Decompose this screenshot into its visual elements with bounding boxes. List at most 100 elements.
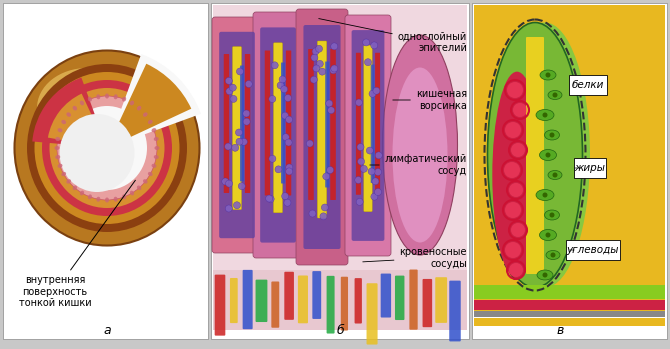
Circle shape xyxy=(281,193,289,200)
Circle shape xyxy=(375,188,381,195)
Circle shape xyxy=(226,180,232,187)
Wedge shape xyxy=(107,64,192,148)
Text: белки: белки xyxy=(572,80,604,90)
Ellipse shape xyxy=(58,128,62,132)
Ellipse shape xyxy=(148,120,153,124)
Circle shape xyxy=(243,118,250,125)
Circle shape xyxy=(323,173,330,180)
Circle shape xyxy=(306,140,314,147)
Circle shape xyxy=(282,134,289,141)
Ellipse shape xyxy=(548,90,562,99)
Circle shape xyxy=(229,84,237,91)
Circle shape xyxy=(271,62,278,69)
Circle shape xyxy=(225,77,232,84)
FancyBboxPatch shape xyxy=(296,9,348,265)
FancyBboxPatch shape xyxy=(243,270,253,329)
FancyBboxPatch shape xyxy=(212,17,262,253)
Ellipse shape xyxy=(545,210,559,220)
Circle shape xyxy=(245,81,252,88)
Circle shape xyxy=(326,100,333,107)
Ellipse shape xyxy=(72,186,77,190)
Circle shape xyxy=(275,166,282,173)
FancyBboxPatch shape xyxy=(354,278,362,324)
Circle shape xyxy=(366,147,373,154)
Ellipse shape xyxy=(96,197,100,202)
Circle shape xyxy=(313,65,320,72)
FancyBboxPatch shape xyxy=(364,45,373,212)
Circle shape xyxy=(507,82,523,98)
Circle shape xyxy=(362,39,370,46)
Circle shape xyxy=(232,144,239,151)
Circle shape xyxy=(277,82,284,89)
FancyBboxPatch shape xyxy=(474,311,665,317)
Ellipse shape xyxy=(143,179,147,184)
Text: б: б xyxy=(336,324,344,336)
Circle shape xyxy=(225,205,232,212)
FancyBboxPatch shape xyxy=(3,3,208,339)
FancyBboxPatch shape xyxy=(436,277,447,323)
FancyBboxPatch shape xyxy=(366,283,378,344)
FancyBboxPatch shape xyxy=(341,277,348,331)
Ellipse shape xyxy=(383,35,458,255)
FancyBboxPatch shape xyxy=(304,25,340,249)
Circle shape xyxy=(235,129,243,136)
FancyBboxPatch shape xyxy=(284,272,294,320)
Circle shape xyxy=(267,195,274,202)
Circle shape xyxy=(330,67,337,74)
FancyBboxPatch shape xyxy=(345,15,391,256)
Circle shape xyxy=(543,112,547,118)
FancyBboxPatch shape xyxy=(224,54,229,193)
Circle shape xyxy=(285,168,293,175)
Circle shape xyxy=(226,88,233,95)
Circle shape xyxy=(239,183,245,190)
Circle shape xyxy=(372,178,379,185)
Ellipse shape xyxy=(66,112,71,117)
Ellipse shape xyxy=(114,197,118,202)
Circle shape xyxy=(511,223,525,237)
Circle shape xyxy=(368,168,375,175)
Circle shape xyxy=(360,165,367,172)
Ellipse shape xyxy=(105,94,109,98)
Ellipse shape xyxy=(153,155,159,159)
Ellipse shape xyxy=(105,198,109,202)
Circle shape xyxy=(230,95,237,102)
Ellipse shape xyxy=(58,164,62,168)
Text: кишечная
ворсинка: кишечная ворсинка xyxy=(393,89,467,111)
Circle shape xyxy=(373,87,380,94)
FancyBboxPatch shape xyxy=(395,276,405,320)
Ellipse shape xyxy=(151,164,156,168)
Ellipse shape xyxy=(151,128,156,132)
Ellipse shape xyxy=(537,270,553,280)
Ellipse shape xyxy=(539,149,557,161)
Text: в: в xyxy=(556,324,563,336)
Circle shape xyxy=(355,99,362,106)
Ellipse shape xyxy=(80,101,84,105)
Ellipse shape xyxy=(536,190,554,200)
Ellipse shape xyxy=(67,106,147,190)
FancyBboxPatch shape xyxy=(245,54,251,193)
FancyBboxPatch shape xyxy=(232,47,241,210)
Ellipse shape xyxy=(130,101,134,105)
Circle shape xyxy=(222,178,228,185)
Ellipse shape xyxy=(50,88,165,208)
Circle shape xyxy=(331,43,338,50)
FancyBboxPatch shape xyxy=(286,51,291,195)
Ellipse shape xyxy=(143,112,147,117)
Circle shape xyxy=(281,86,287,93)
Ellipse shape xyxy=(546,251,560,260)
Circle shape xyxy=(236,138,243,145)
Ellipse shape xyxy=(55,155,60,159)
FancyBboxPatch shape xyxy=(326,276,334,334)
Circle shape xyxy=(356,198,363,205)
Circle shape xyxy=(285,139,292,146)
Circle shape xyxy=(281,112,289,119)
FancyBboxPatch shape xyxy=(474,285,665,299)
Circle shape xyxy=(286,164,293,171)
Circle shape xyxy=(310,76,318,83)
Ellipse shape xyxy=(42,80,172,216)
FancyBboxPatch shape xyxy=(325,61,330,187)
FancyBboxPatch shape xyxy=(230,278,238,323)
Circle shape xyxy=(513,103,527,117)
FancyBboxPatch shape xyxy=(240,66,244,181)
Text: жиры: жиры xyxy=(574,163,606,173)
